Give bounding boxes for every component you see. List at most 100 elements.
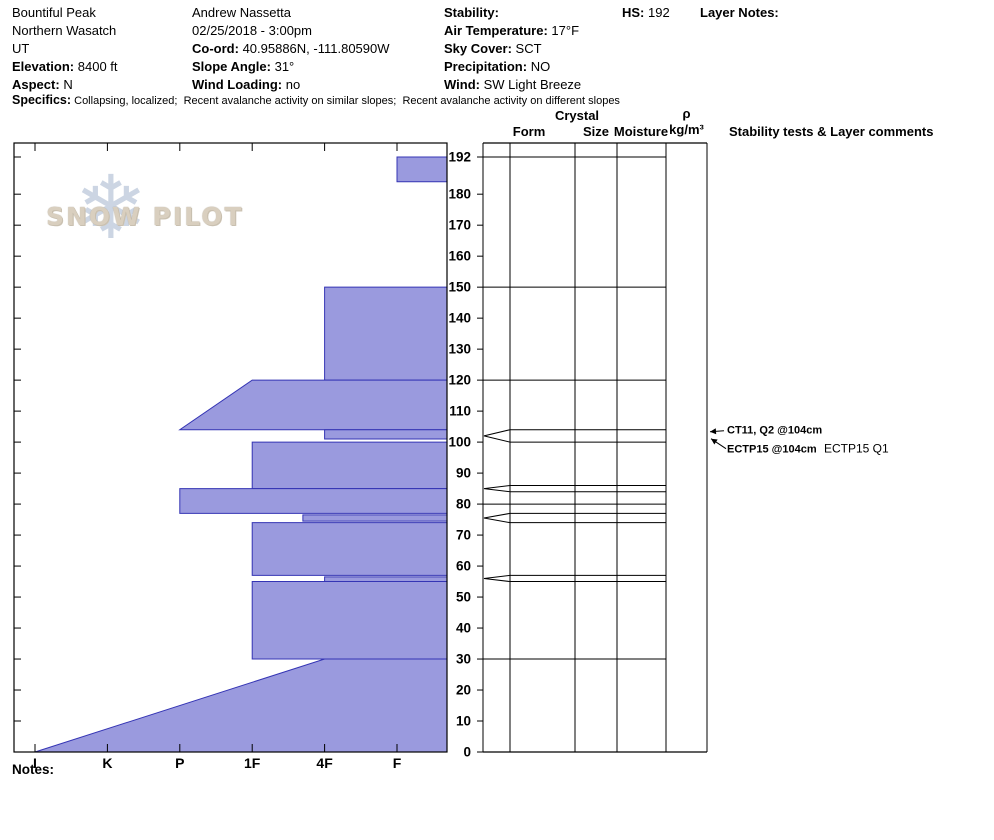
depth-axis-label: 180 bbox=[448, 187, 471, 202]
observer-info-column: Andrew Nassetta 02/25/2018 - 3:00pm Co-o… bbox=[192, 4, 390, 94]
snow-layer bbox=[324, 286, 448, 381]
layer-boundary-wedge bbox=[483, 574, 511, 583]
hardness-axis-label: K bbox=[102, 755, 112, 771]
stability-tests-header: Stability tests & Layer comments bbox=[729, 124, 934, 139]
snowpilot-watermark: ❄ SNOW PILOT bbox=[40, 156, 270, 268]
slope-angle-label: Slope Angle: bbox=[192, 59, 271, 74]
wind-loading-label: Wind Loading: bbox=[192, 77, 283, 92]
snow-layer bbox=[251, 522, 448, 576]
precipitation-field: Precipitation: NO bbox=[444, 58, 581, 76]
moisture-column-header: Moisture bbox=[613, 124, 669, 139]
site-info-column: Bountiful Peak Northern Wasatch UT Eleva… bbox=[12, 4, 118, 94]
slope-angle: Slope Angle: 31° bbox=[192, 58, 390, 76]
depth-axis-label: 110 bbox=[449, 404, 471, 419]
depth-axis-label: 90 bbox=[456, 466, 471, 481]
watermark-text: SNOW PILOT bbox=[46, 202, 244, 231]
form-column-header: Form bbox=[512, 124, 546, 139]
air-temp-field: Air Temperature: 17°F bbox=[444, 22, 581, 40]
aspect-value: N bbox=[63, 77, 73, 92]
specifics-field: Specifics: Collapsing, localized; Recent… bbox=[12, 93, 620, 107]
depth-axis-label: 0 bbox=[463, 745, 471, 760]
hardness-axis-label: I bbox=[33, 755, 37, 771]
precipitation-value: NO bbox=[530, 59, 551, 74]
elevation-value: 8400 ft bbox=[77, 59, 118, 74]
snow-layer bbox=[396, 156, 448, 183]
depth-axis-label: 20 bbox=[456, 683, 471, 698]
stability-field: Stability: bbox=[444, 4, 581, 22]
depth-axis-label: 192 bbox=[448, 150, 471, 165]
coordinates: Co-ord: 40.95886N, -111.80590W bbox=[192, 40, 390, 58]
wind-loading-value: no bbox=[285, 77, 301, 92]
hardness-plot-border bbox=[13, 142, 448, 753]
site-range: Northern Wasatch bbox=[12, 23, 117, 38]
depth-axis-label: 50 bbox=[456, 590, 471, 605]
snow-layer bbox=[251, 581, 448, 660]
hs-label: HS: bbox=[622, 5, 645, 20]
depth-axis-label: 30 bbox=[456, 652, 471, 667]
air-temp-value: 17°F bbox=[551, 23, 580, 38]
hardness-axis-label: P bbox=[175, 755, 184, 771]
snowflake-icon: ❄ bbox=[74, 156, 148, 259]
stability-test-annotation: ECTP15 @104cm bbox=[727, 444, 817, 456]
depth-axis-label: 140 bbox=[448, 311, 471, 326]
layer-boundary-wedge bbox=[483, 512, 511, 524]
density-symbol-header: ρ bbox=[682, 106, 691, 121]
hs-value: 192 bbox=[648, 5, 670, 20]
snow-layer bbox=[251, 441, 448, 490]
specifics-value: Collapsing, localized; Recent avalanche … bbox=[74, 95, 620, 107]
annotation-arrowhead bbox=[711, 438, 718, 445]
sky-cover-label: Sky Cover: bbox=[444, 41, 512, 56]
wind-field: Wind: SW Light Breeze bbox=[444, 76, 581, 94]
sky-cover-value: SCT bbox=[515, 41, 542, 56]
stability-label: Stability: bbox=[444, 5, 499, 20]
density-units-header: kg/m³ bbox=[669, 122, 704, 137]
wind-loading: Wind Loading: no bbox=[192, 76, 390, 94]
snow-layer bbox=[302, 514, 448, 522]
layer-notes-label: Layer Notes: bbox=[700, 5, 779, 20]
wind-value: SW Light Breeze bbox=[483, 77, 582, 92]
depth-axis-label: 130 bbox=[448, 342, 471, 357]
stability-test-annotation: CT11, Q2 @104cm bbox=[727, 425, 822, 437]
depth-axis-label: 160 bbox=[448, 249, 471, 264]
layer-boundary-wedge bbox=[483, 429, 511, 443]
snow-layer bbox=[179, 488, 448, 514]
wind-label: Wind: bbox=[444, 77, 480, 92]
layer-notes-field: Layer Notes: bbox=[700, 4, 779, 22]
snow-layer bbox=[34, 658, 448, 753]
coord-value: 40.95886N, -111.80590W bbox=[242, 41, 390, 56]
depth-axis-label: 40 bbox=[456, 621, 471, 636]
site-name: Bountiful Peak bbox=[12, 5, 96, 20]
size-column-header: Size bbox=[582, 124, 609, 139]
air-temp-label: Air Temperature: bbox=[444, 23, 548, 38]
site-state: UT bbox=[12, 41, 30, 56]
hs-field: HS: 192 bbox=[622, 4, 670, 22]
observer-name: Andrew Nassetta bbox=[192, 5, 291, 20]
snow-layer bbox=[324, 576, 448, 583]
annotation-arrowhead bbox=[710, 428, 717, 435]
aspect-label: Aspect: bbox=[12, 77, 60, 92]
depth-axis-label: 10 bbox=[456, 714, 471, 729]
snow-layer bbox=[178, 379, 448, 431]
depth-axis-label: 100 bbox=[448, 435, 471, 450]
crystal-header: Crystal bbox=[554, 108, 600, 123]
depth-axis-label: 70 bbox=[456, 528, 471, 543]
hardness-axis-label: 1F bbox=[244, 755, 261, 771]
snow-layer bbox=[324, 429, 448, 440]
depth-axis-label: 150 bbox=[448, 280, 471, 295]
site-elevation: Elevation: 8400 ft bbox=[12, 58, 118, 76]
hardness-axis-label: 4F bbox=[316, 755, 333, 771]
stability-test-result: ECTP15 Q1 bbox=[824, 442, 889, 456]
depth-axis-label: 60 bbox=[456, 559, 471, 574]
depth-axis-label: 80 bbox=[456, 497, 471, 512]
observation-datetime: 02/25/2018 - 3:00pm bbox=[192, 23, 312, 38]
depth-axis-label: 170 bbox=[448, 218, 471, 233]
depth-axis-label: 120 bbox=[448, 373, 471, 388]
coord-label: Co-ord: bbox=[192, 41, 239, 56]
hardness-axis-label: F bbox=[393, 755, 402, 771]
conditions-column: Stability: Air Temperature: 17°F Sky Cov… bbox=[444, 4, 581, 94]
notes-label: Notes: bbox=[12, 762, 55, 777]
site-aspect: Aspect: N bbox=[12, 76, 118, 94]
slope-angle-value: 31° bbox=[274, 59, 295, 74]
